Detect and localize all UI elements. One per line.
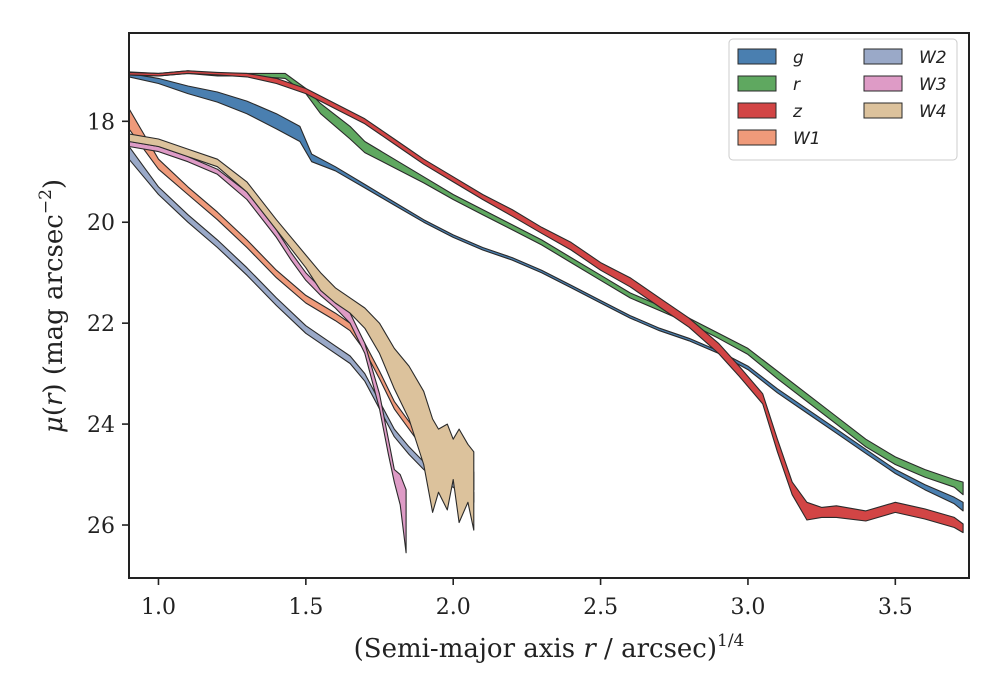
x-axis-ticks: 1.0 1.5 2.0 2.5 3.0 3.5 <box>141 578 913 620</box>
legend-item-w1: W1 <box>737 129 821 149</box>
legend-label: r <box>793 75 801 95</box>
legend-swatch <box>863 102 903 119</box>
y-axis-label-units: ) (mag arcsec <box>39 214 69 393</box>
y-axis-label-close: ) <box>39 179 69 189</box>
legend-item-w2: W2 <box>863 48 947 68</box>
legend-item-r: r <box>737 75 801 95</box>
legend-frame <box>728 38 958 161</box>
y-tick-label: 24 <box>87 413 115 438</box>
series-band-r <box>129 70 964 496</box>
y-tick-label: 22 <box>87 312 115 337</box>
plot-frame <box>128 32 970 579</box>
x-tick-label: 1.5 <box>288 595 323 620</box>
series-band-g <box>129 72 964 512</box>
y-axis-label-variable: r <box>39 392 69 406</box>
y-axis-label-mu: μ <box>39 416 69 433</box>
legend-label: W2 <box>919 48 947 68</box>
series-layer <box>129 70 964 554</box>
legend-label: W4 <box>919 102 947 122</box>
x-tick-label: 2.5 <box>583 595 618 620</box>
x-tick-label: 1.0 <box>141 595 176 620</box>
legend-swatch <box>737 48 777 65</box>
legend-items: grz W1 W2 W3 W4 <box>737 48 947 149</box>
x-tick-label: 2.0 <box>436 595 471 620</box>
legend-swatch <box>737 75 777 92</box>
legend-item-w3: W3 <box>863 75 947 95</box>
y-axis-label-paren: ( <box>39 406 69 416</box>
y-tick-label: 18 <box>87 110 115 135</box>
legend-item-g: g <box>737 48 804 68</box>
x-tick-label: 3.5 <box>878 595 913 620</box>
x-axis-label-exponent: 1/4 <box>717 631 744 651</box>
legend-label: W3 <box>919 75 947 95</box>
legend-swatch <box>863 48 903 65</box>
legend-label: g <box>793 48 804 68</box>
y-axis-ticks: 18 20 22 24 26 <box>87 110 129 539</box>
series-band-z <box>129 70 964 534</box>
legend-label: W1 <box>793 129 821 149</box>
x-axis-label-variable: r <box>583 634 597 664</box>
y-tick-label: 26 <box>87 514 115 539</box>
legend-item-z: z <box>737 102 803 122</box>
series-band-w3 <box>129 140 407 554</box>
legend: grz W1 W2 W3 W4 <box>728 38 958 161</box>
legend-label: z <box>792 102 803 122</box>
x-axis-label-part1: (Semi-major axis <box>354 634 584 664</box>
x-axis-label: (Semi-major axis r / arcsec)1/4 <box>354 631 745 664</box>
y-tick-label: 20 <box>87 211 115 236</box>
legend-item-w4: W4 <box>863 102 947 122</box>
legend-swatch <box>863 75 903 92</box>
series-band-w4 <box>129 133 475 531</box>
legend-swatch <box>737 129 777 146</box>
legend-swatch <box>737 102 777 119</box>
y-axis-label: μ(r) (mag arcsec−2) <box>36 179 69 433</box>
y-axis-label-exponent: −2 <box>36 189 56 214</box>
x-tick-label: 3.0 <box>730 595 765 620</box>
x-axis-label-part2: / arcsec) <box>596 634 717 664</box>
